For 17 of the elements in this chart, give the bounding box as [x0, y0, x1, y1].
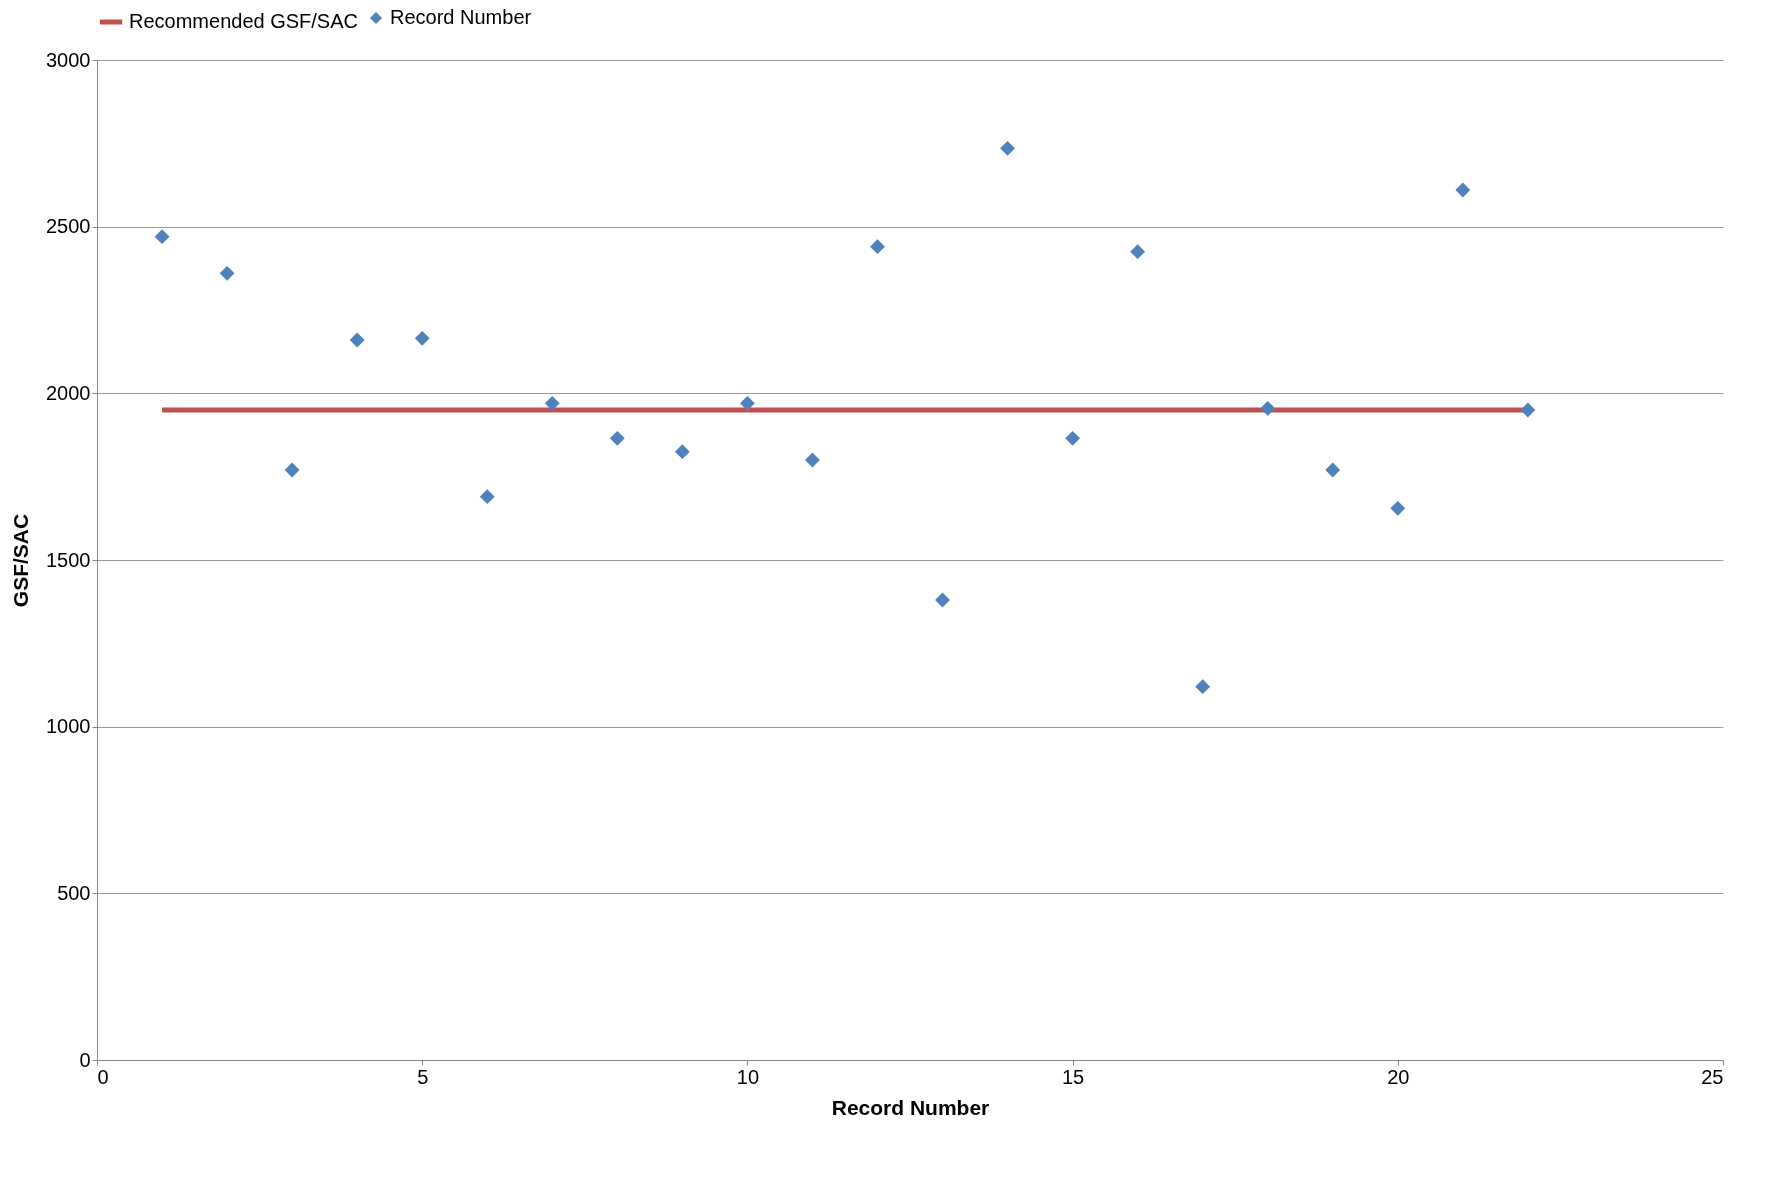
x-axis-title: Record Number [831, 1095, 990, 1119]
y-tick-label: 500 [57, 881, 91, 904]
y-tick-label: 1500 [46, 548, 91, 571]
y-tick-label: 2000 [46, 381, 91, 404]
y-tick-label: 3000 [46, 48, 91, 71]
x-tick-label: 5 [417, 1065, 429, 1088]
x-tick-label: 20 [1387, 1065, 1410, 1088]
legend-label: Recommended GSF/SAC [129, 10, 358, 32]
y-tick-label: 2500 [46, 215, 91, 238]
x-tick-label: 10 [736, 1065, 760, 1088]
x-tick-label: 15 [1061, 1065, 1085, 1088]
y-tick-label: 1000 [46, 715, 91, 738]
y-tick-label: 0 [79, 1048, 91, 1071]
x-tick-label: 25 [1701, 1065, 1724, 1088]
y-axis-title: GSF/SAC [9, 513, 33, 608]
legend-label: Record Number [390, 6, 532, 28]
x-tick-label: 0 [97, 1065, 109, 1088]
